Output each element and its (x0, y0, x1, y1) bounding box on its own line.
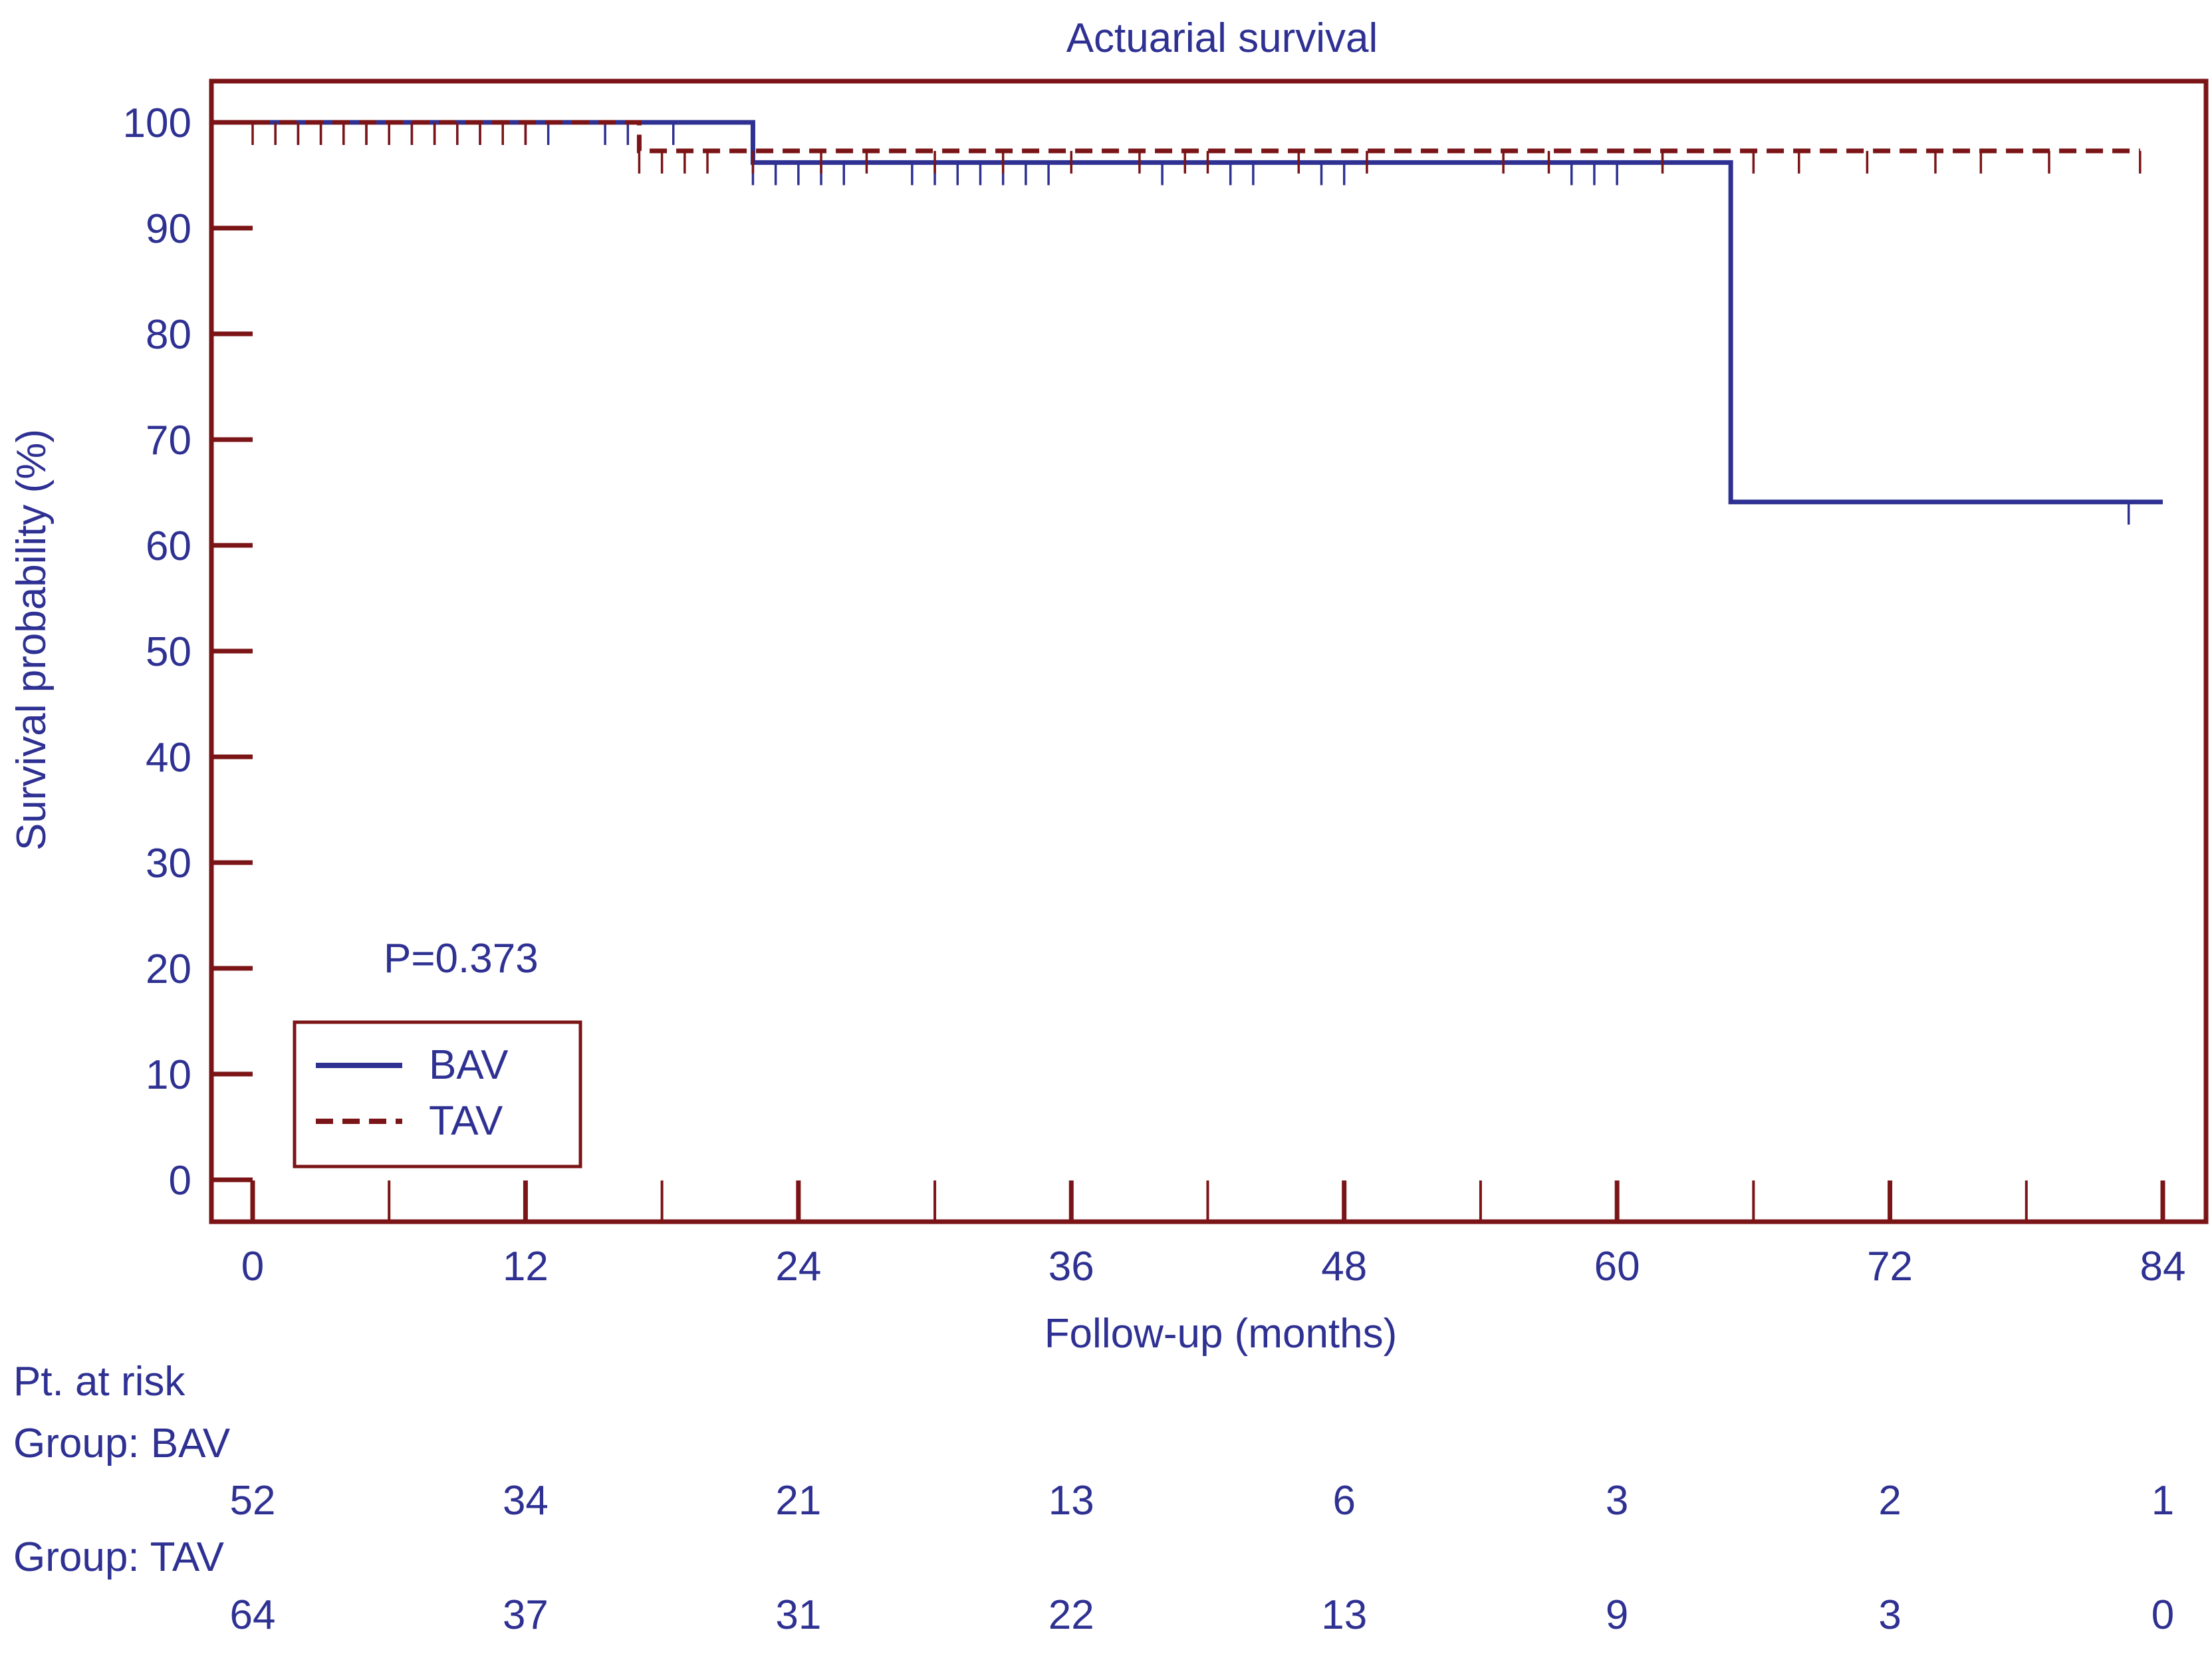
y-tick-label: 40 (146, 735, 191, 781)
y-axis-label: Survival probability (%) (9, 429, 55, 851)
x-axis-label: Follow-up (months) (1045, 1311, 1398, 1357)
risk-value-bav: 52 (230, 1478, 276, 1524)
x-tick-label: 48 (1321, 1244, 1367, 1290)
risk-value-tav: 13 (1321, 1592, 1367, 1638)
risk-table-header: Pt. at risk (13, 1359, 185, 1405)
y-tick-label: 10 (146, 1052, 191, 1098)
risk-value-bav: 2 (1878, 1478, 1901, 1524)
x-tick-label: 12 (503, 1244, 549, 1290)
y-tick-label: 50 (146, 629, 191, 675)
risk-value-tav: 3 (1878, 1592, 1901, 1638)
series-tav (251, 120, 2142, 174)
x-tick-label: 72 (1867, 1244, 1913, 1290)
axes-group: 0 10 20 30 40 50 60 70 80 90 100 0 12 24 36 48 60 72 84 (123, 78, 2209, 1290)
risk-table: Pt. at risk Group: BAV Group: TAV (13, 1359, 231, 1580)
y-tick-label: 20 (146, 946, 191, 992)
survival-curve-bav (253, 120, 2163, 505)
legend: BAV TAV (293, 1020, 582, 1169)
y-tick-label: 70 (146, 418, 191, 464)
risk-value-bav: 3 (1606, 1478, 1628, 1524)
risk-table-values: 52 34 21 13 6 3 2 164 37 31 22 13 9 3 0 (230, 1478, 2175, 1638)
survival-curve-tav (253, 120, 2140, 154)
x-tick-label: 0 (241, 1244, 264, 1290)
risk-group-label-bav: Group: BAV (13, 1421, 231, 1466)
risk-value-tav: 0 (2151, 1592, 2174, 1638)
series-group (251, 120, 2163, 525)
risk-group-label-tav: Group: TAV (13, 1534, 225, 1580)
risk-value-tav: 64 (230, 1592, 276, 1638)
risk-value-tav: 37 (503, 1592, 549, 1638)
legend-box (293, 1020, 582, 1169)
y-tick-label: 90 (146, 206, 191, 252)
p-value-annotation: P=0.373 (384, 936, 539, 982)
x-tick-label: 84 (2140, 1244, 2186, 1290)
risk-value-bav: 21 (775, 1478, 821, 1524)
legend-label-bav: BAV (429, 1042, 509, 1088)
risk-value-bav: 13 (1048, 1478, 1094, 1524)
risk-value-tav: 31 (775, 1592, 821, 1638)
x-tick-label: 24 (775, 1244, 821, 1290)
x-tick-label: 36 (1048, 1244, 1094, 1290)
risk-value-bav: 34 (503, 1478, 549, 1524)
y-tick-label: 100 (123, 100, 191, 146)
y-tick-label: 80 (146, 312, 191, 358)
legend-label-tav: TAV (429, 1098, 503, 1144)
y-tick-label: 0 (169, 1158, 191, 1204)
y-tick-label: 30 (146, 841, 191, 887)
risk-value-tav: 9 (1606, 1592, 1628, 1638)
x-tick-label: 60 (1594, 1244, 1640, 1290)
series-bav (253, 120, 2163, 525)
y-tick-label: 60 (146, 523, 191, 569)
chart-title: Actuarial survival (1066, 15, 1378, 61)
risk-value-bav: 6 (1332, 1478, 1355, 1524)
risk-value-bav: 1 (2151, 1478, 2174, 1524)
risk-value-tav: 22 (1048, 1592, 1094, 1638)
